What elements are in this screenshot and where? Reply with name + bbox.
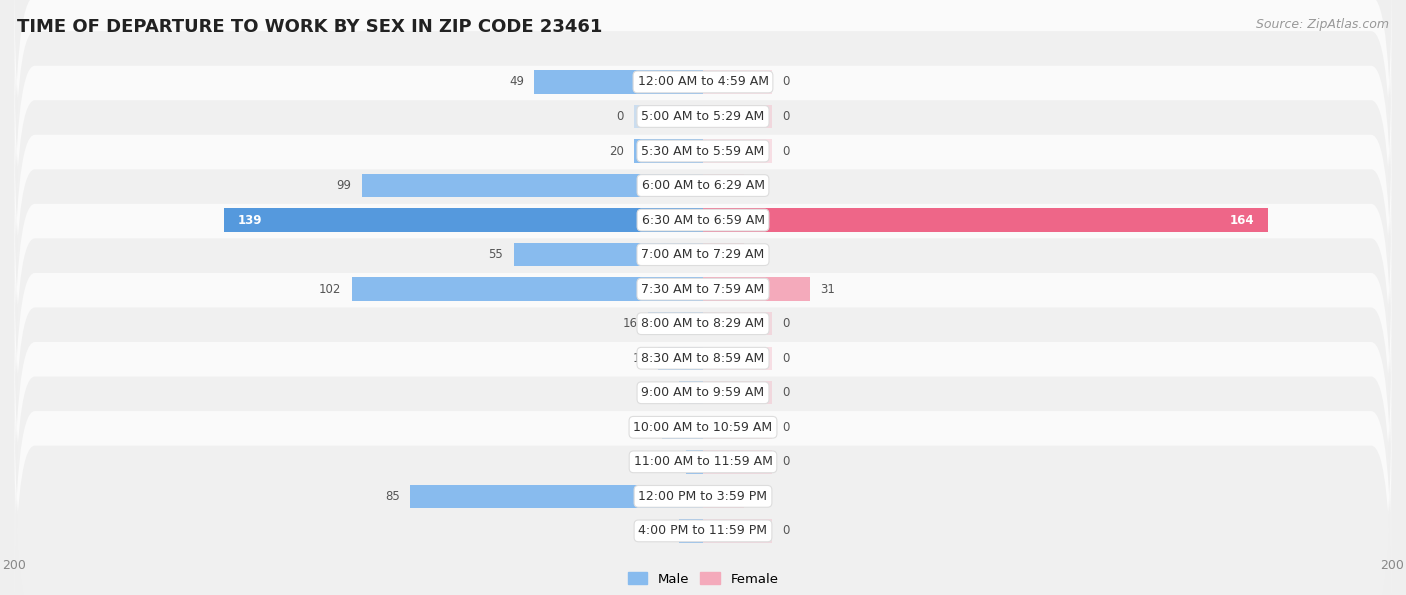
Text: 5:30 AM to 5:59 AM: 5:30 AM to 5:59 AM xyxy=(641,145,765,158)
FancyBboxPatch shape xyxy=(14,236,1392,480)
Text: 11:00 AM to 11:59 AM: 11:00 AM to 11:59 AM xyxy=(634,455,772,468)
Text: 0: 0 xyxy=(782,145,790,158)
Text: 6:30 AM to 6:59 AM: 6:30 AM to 6:59 AM xyxy=(641,214,765,227)
Text: 12:00 AM to 4:59 AM: 12:00 AM to 4:59 AM xyxy=(637,76,769,89)
Bar xyxy=(703,139,772,162)
Text: 4:00 PM to 11:59 PM: 4:00 PM to 11:59 PM xyxy=(638,524,768,537)
Bar xyxy=(703,277,810,301)
Bar xyxy=(224,208,703,232)
Text: 0: 0 xyxy=(782,386,790,399)
Bar xyxy=(703,174,744,197)
FancyBboxPatch shape xyxy=(14,98,1392,342)
Bar xyxy=(352,277,703,301)
FancyBboxPatch shape xyxy=(14,0,1392,239)
Bar xyxy=(658,346,703,370)
Text: 7:30 AM to 7:59 AM: 7:30 AM to 7:59 AM xyxy=(641,283,765,296)
Text: 0: 0 xyxy=(782,317,790,330)
Bar xyxy=(703,450,772,474)
FancyBboxPatch shape xyxy=(14,340,1392,584)
FancyBboxPatch shape xyxy=(14,374,1392,595)
Text: 49: 49 xyxy=(509,76,524,89)
Bar xyxy=(634,139,703,162)
Bar xyxy=(703,519,772,543)
Bar xyxy=(679,381,703,405)
Text: 16: 16 xyxy=(623,317,637,330)
Bar xyxy=(703,485,744,508)
Text: 7: 7 xyxy=(661,386,669,399)
Text: 0: 0 xyxy=(782,352,790,365)
Text: 85: 85 xyxy=(385,490,399,503)
Text: 12: 12 xyxy=(755,179,769,192)
Text: 12:00 PM to 3:59 PM: 12:00 PM to 3:59 PM xyxy=(638,490,768,503)
Bar xyxy=(634,105,703,128)
Bar xyxy=(513,243,703,267)
Text: 5: 5 xyxy=(668,455,675,468)
Bar xyxy=(662,416,703,439)
Bar xyxy=(703,416,772,439)
FancyBboxPatch shape xyxy=(14,409,1392,595)
Text: 99: 99 xyxy=(336,179,352,192)
Text: 5:00 AM to 5:29 AM: 5:00 AM to 5:29 AM xyxy=(641,110,765,123)
Text: 8:30 AM to 8:59 AM: 8:30 AM to 8:59 AM xyxy=(641,352,765,365)
Text: 0: 0 xyxy=(782,76,790,89)
FancyBboxPatch shape xyxy=(14,64,1392,308)
Text: 12: 12 xyxy=(755,248,769,261)
Bar xyxy=(703,70,772,93)
Bar xyxy=(703,208,1268,232)
Text: 164: 164 xyxy=(1229,214,1254,227)
Bar xyxy=(703,312,772,336)
FancyBboxPatch shape xyxy=(14,271,1392,515)
Bar xyxy=(648,312,703,336)
Bar xyxy=(703,346,772,370)
Text: 9:00 AM to 9:59 AM: 9:00 AM to 9:59 AM xyxy=(641,386,765,399)
Bar xyxy=(534,70,703,93)
Text: 12: 12 xyxy=(755,490,769,503)
Text: 0: 0 xyxy=(782,455,790,468)
Text: 13: 13 xyxy=(633,352,648,365)
Bar xyxy=(703,243,744,267)
FancyBboxPatch shape xyxy=(14,0,1392,204)
Text: 31: 31 xyxy=(820,283,835,296)
Text: Source: ZipAtlas.com: Source: ZipAtlas.com xyxy=(1256,18,1389,31)
Bar xyxy=(686,450,703,474)
Bar xyxy=(361,174,703,197)
Text: 7: 7 xyxy=(661,524,669,537)
Text: 0: 0 xyxy=(782,110,790,123)
Text: 7:00 AM to 7:29 AM: 7:00 AM to 7:29 AM xyxy=(641,248,765,261)
FancyBboxPatch shape xyxy=(14,202,1392,446)
FancyBboxPatch shape xyxy=(14,29,1392,273)
Bar xyxy=(679,519,703,543)
Text: TIME OF DEPARTURE TO WORK BY SEX IN ZIP CODE 23461: TIME OF DEPARTURE TO WORK BY SEX IN ZIP … xyxy=(17,18,602,36)
Text: 12: 12 xyxy=(637,421,651,434)
Text: 139: 139 xyxy=(238,214,263,227)
Text: 10:00 AM to 10:59 AM: 10:00 AM to 10:59 AM xyxy=(634,421,772,434)
Text: 0: 0 xyxy=(782,524,790,537)
Bar xyxy=(703,105,772,128)
Bar xyxy=(703,381,772,405)
Text: 20: 20 xyxy=(609,145,624,158)
Text: 0: 0 xyxy=(782,421,790,434)
Legend: Male, Female: Male, Female xyxy=(623,567,783,591)
Text: 6:00 AM to 6:29 AM: 6:00 AM to 6:29 AM xyxy=(641,179,765,192)
Text: 8:00 AM to 8:29 AM: 8:00 AM to 8:29 AM xyxy=(641,317,765,330)
Text: 102: 102 xyxy=(319,283,342,296)
FancyBboxPatch shape xyxy=(14,167,1392,411)
Bar xyxy=(411,485,703,508)
Text: 0: 0 xyxy=(616,110,624,123)
FancyBboxPatch shape xyxy=(14,133,1392,377)
Text: 55: 55 xyxy=(488,248,503,261)
FancyBboxPatch shape xyxy=(14,305,1392,549)
